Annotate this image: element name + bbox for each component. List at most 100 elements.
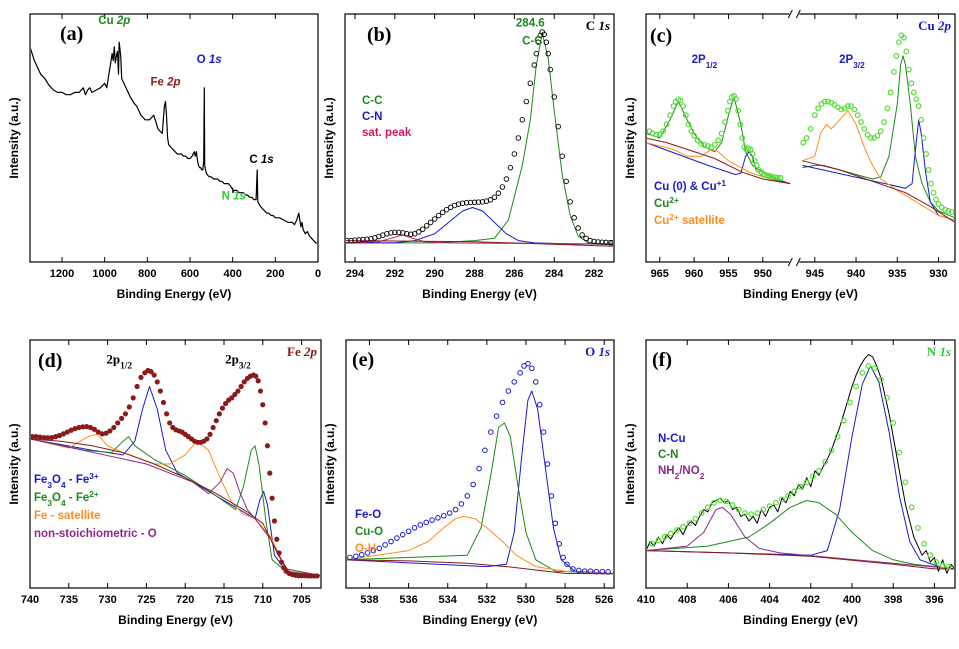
- data-point: [854, 112, 861, 119]
- data-point: [429, 517, 435, 523]
- data-point: [360, 236, 366, 243]
- series-data: [346, 29, 613, 246]
- panel-tag: (a): [60, 23, 83, 45]
- data-point: [540, 429, 547, 435]
- x-tick-label: 730: [98, 594, 116, 606]
- x-tick-label: 710: [254, 594, 272, 606]
- data-point: [575, 567, 582, 574]
- x-tick-label: 965: [651, 268, 669, 280]
- legend-entry: C-N: [658, 449, 678, 461]
- data-point: [680, 103, 687, 109]
- data-point: [902, 479, 909, 486]
- data-point: [865, 363, 872, 369]
- data-point: [575, 225, 581, 231]
- data-point: [685, 121, 692, 128]
- plot-frame: [29, 339, 322, 589]
- x-tick-label: 740: [21, 594, 39, 606]
- data-point: [519, 117, 526, 123]
- data-point: [37, 434, 43, 440]
- data-point: [896, 39, 902, 46]
- legend-entry: non-stoichiometric - O: [34, 528, 157, 540]
- data-point: [704, 504, 711, 511]
- data-point: [552, 520, 559, 527]
- x-tick-label: 725: [137, 594, 155, 606]
- data-point: [241, 379, 247, 385]
- data-point: [415, 229, 422, 235]
- data-point: [749, 151, 756, 157]
- data-point: [722, 119, 728, 125]
- data-point: [364, 550, 371, 556]
- data-point: [525, 360, 531, 367]
- x-tick-label: 526: [595, 594, 613, 606]
- data-point: [753, 162, 760, 169]
- data-point: [358, 551, 365, 558]
- legend-entry: Fe - satellite: [34, 510, 100, 522]
- series-baseline: [346, 240, 613, 247]
- data-point: [921, 540, 927, 547]
- peak-annotation: C 1s: [249, 154, 273, 166]
- data-point: [103, 430, 109, 436]
- data-point: [404, 231, 410, 237]
- data-point: [656, 131, 663, 138]
- plot-frame: [345, 339, 615, 589]
- data-point: [515, 135, 522, 141]
- series-raw: [647, 354, 954, 574]
- data-point: [923, 151, 930, 157]
- data-point: [222, 400, 229, 407]
- data-point: [739, 135, 746, 141]
- data-point: [711, 141, 718, 148]
- data-point: [80, 424, 86, 430]
- data-point: [382, 542, 388, 548]
- data-point: [419, 226, 426, 232]
- x-tick-label: 950: [754, 268, 772, 280]
- data-point: [396, 229, 402, 236]
- data-point: [893, 53, 900, 59]
- data-point: [884, 105, 891, 112]
- series-fe-o: [347, 390, 613, 574]
- data-point: [495, 190, 502, 196]
- series-c-n: [647, 500, 954, 570]
- axis-break-mark: [795, 257, 801, 267]
- data-point: [754, 510, 761, 516]
- data-point: [751, 157, 758, 164]
- x-tick-label: 200: [266, 268, 284, 280]
- data-point: [809, 473, 816, 480]
- data-point: [797, 483, 804, 490]
- legend-entry: Fe3O4 - Fe2+: [34, 490, 99, 508]
- data-point: [724, 107, 731, 114]
- data-point: [541, 31, 548, 38]
- data-point: [761, 171, 768, 178]
- data-point: [376, 545, 383, 552]
- data-point: [408, 231, 414, 237]
- data-point: [511, 151, 518, 157]
- series-data: [31, 41, 317, 244]
- data-point: [670, 103, 677, 109]
- data-point: [927, 552, 934, 559]
- data-point: [507, 164, 514, 171]
- data-point: [547, 66, 553, 73]
- series-group: [346, 29, 613, 247]
- data-point: [435, 515, 441, 521]
- panel-tag: (d): [38, 350, 62, 372]
- data-point: [544, 461, 551, 467]
- data-point: [571, 215, 577, 221]
- data-point: [609, 239, 613, 246]
- data-point: [91, 426, 98, 432]
- peak-annotation: 2P1/2: [692, 54, 718, 69]
- data-point: [723, 498, 730, 505]
- data-point: [686, 520, 693, 527]
- data-point: [84, 424, 90, 430]
- panel-tag: (c): [650, 25, 672, 47]
- data-point: [891, 68, 897, 75]
- data-point: [64, 429, 70, 435]
- data-point: [370, 547, 377, 554]
- x-tick-label: 1000: [92, 268, 116, 280]
- data-point: [253, 373, 259, 379]
- data-point: [503, 176, 510, 182]
- x-tick-label: 600: [181, 268, 199, 280]
- data-point: [157, 388, 163, 394]
- data-point: [945, 208, 952, 214]
- data-point: [908, 504, 915, 511]
- data-point: [861, 125, 868, 132]
- data-point: [49, 434, 55, 441]
